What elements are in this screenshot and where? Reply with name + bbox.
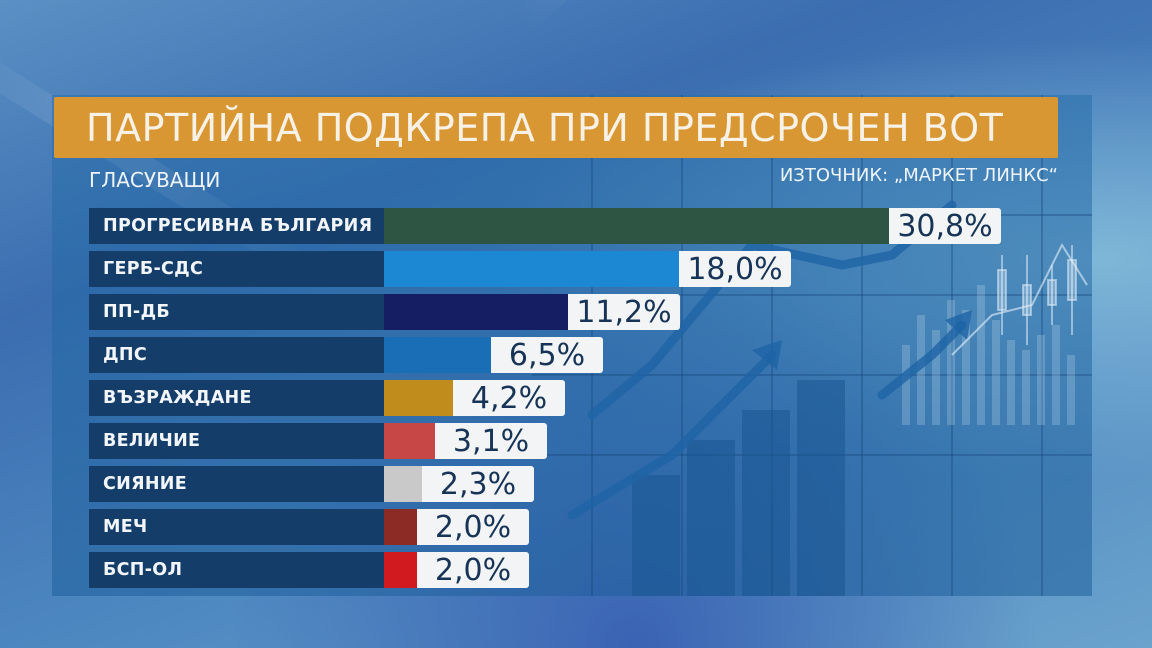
background-light-streak <box>511 0 759 33</box>
chart-title: ПАРТИЙНА ПОДКРЕПА ПРИ ПРЕДСРОЧЕН ВОТ <box>86 105 1004 150</box>
value-label: 2,0% <box>417 552 529 588</box>
value-label: 3,1% <box>435 423 547 459</box>
value-label: 2,0% <box>417 509 529 545</box>
value-label: 2,3% <box>422 466 534 502</box>
bar <box>384 294 568 330</box>
party-label: ВЪЗРАЖДАНЕ <box>89 380 384 416</box>
bar-row: БСП-ОЛ 2,0% <box>89 552 529 588</box>
bar-row: ВЪЗРАЖДАНЕ 4,2% <box>89 380 565 416</box>
bar <box>384 466 422 502</box>
bar-row: МЕЧ 2,0% <box>89 509 529 545</box>
bar <box>384 208 889 244</box>
finance-background-graphic <box>532 95 1092 596</box>
party-label: СИЯНИЕ <box>89 466 384 502</box>
party-label: ПП-ДБ <box>89 294 384 330</box>
chart-source: ИЗТОЧНИК: „МАРКЕТ ЛИНКС“ <box>779 165 1058 186</box>
bar <box>384 380 453 416</box>
value-label: 4,2% <box>453 380 565 416</box>
chart-subtitle: ГЛАСУВАЩИ <box>89 168 221 192</box>
bar <box>384 509 417 545</box>
bar-row: ВЕЛИЧИЕ 3,1% <box>89 423 547 459</box>
party-label: ДПС <box>89 337 384 373</box>
bar <box>384 251 679 287</box>
chart-title-bar: ПАРТИЙНА ПОДКРЕПА ПРИ ПРЕДСРОЧЕН ВОТ <box>54 97 1058 158</box>
value-label: 30,8% <box>889 208 1001 244</box>
bar <box>384 552 417 588</box>
bar <box>384 423 435 459</box>
party-label: ПРОГРЕСИВНА БЪЛГАРИЯ <box>89 208 384 244</box>
party-label: ГЕРБ-СДС <box>89 251 384 287</box>
bar-row: ДПС 6,5% <box>89 337 603 373</box>
bar <box>384 337 491 373</box>
bar-row: ГЕРБ-СДС 18,0% <box>89 251 791 287</box>
bar-row: СИЯНИЕ 2,3% <box>89 466 534 502</box>
bar-row: ПП-ДБ 11,2% <box>89 294 680 330</box>
value-label: 11,2% <box>568 294 680 330</box>
bar-row: ПРОГРЕСИВНА БЪЛГАРИЯ 30,8% <box>89 208 1001 244</box>
party-label: МЕЧ <box>89 509 384 545</box>
value-label: 18,0% <box>679 251 791 287</box>
party-label: БСП-ОЛ <box>89 552 384 588</box>
party-label: ВЕЛИЧИЕ <box>89 423 384 459</box>
value-label: 6,5% <box>491 337 603 373</box>
